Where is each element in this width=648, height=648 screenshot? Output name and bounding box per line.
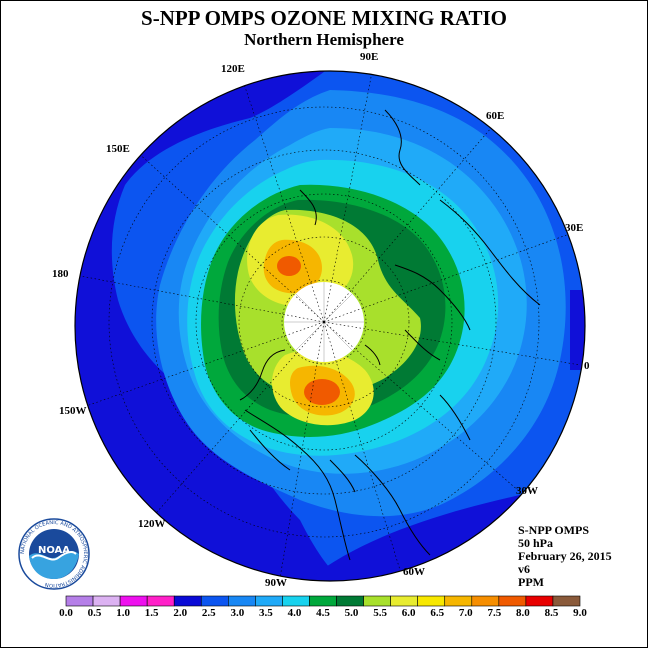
- info-units: PPM: [518, 575, 544, 589]
- legend-swatch: [525, 595, 554, 607]
- legend-label: 5.5: [373, 607, 387, 619]
- legend-label: 7.5: [487, 607, 502, 619]
- band-red-upper: [277, 256, 301, 276]
- legend-swatch: [282, 595, 310, 607]
- legend-label: 6.5: [430, 607, 445, 619]
- map-outline: [74, 70, 586, 582]
- legend-label: 2.0: [173, 607, 188, 619]
- page-title: S-NPP OMPS OZONE MIXING RATIO: [141, 6, 507, 30]
- lon-label-120w: 120W: [138, 518, 166, 530]
- lon-label-60w: 60W: [403, 566, 425, 578]
- info-instrument: S-NPP OMPS: [518, 523, 589, 537]
- legend-swatch: [119, 595, 148, 607]
- legend-label: 2.5: [201, 607, 216, 619]
- legend-label: 0.0: [59, 607, 73, 619]
- band-deep-blue-east: [570, 290, 585, 370]
- page-subtitle: Northern Hemisphere: [244, 30, 404, 49]
- lon-label-120e: 120E: [221, 63, 245, 75]
- legend-swatch: [444, 595, 473, 607]
- legend-swatch: [309, 595, 337, 607]
- legend-label: 3.5: [259, 607, 273, 619]
- lon-label-0: 0: [584, 360, 590, 372]
- lon-label-30e: 30E: [565, 222, 584, 234]
- legend-label: 5.0: [344, 607, 359, 619]
- legend-swatch: [498, 595, 527, 607]
- legend-label: 3.0: [230, 607, 245, 619]
- legend-swatch: [255, 595, 283, 607]
- legend-swatch: [336, 595, 364, 607]
- info-block: S-NPP OMPS 50 hPa February 26, 2015 v6 P…: [518, 524, 612, 589]
- legend-label: 4.5: [316, 607, 330, 619]
- legend-label: 4.0: [287, 607, 302, 619]
- latitude-grid: [108, 106, 540, 538]
- legend-swatch: [363, 595, 391, 607]
- info-version: v6: [518, 562, 530, 576]
- lon-label-90e: 90E: [360, 51, 379, 63]
- legend-label: 1.5: [144, 607, 159, 619]
- coastlines: [239, 109, 541, 561]
- noaa-text: NOAA: [38, 545, 70, 556]
- lon-label-30w: 30W: [516, 485, 538, 497]
- info-level: 50 hPa: [518, 536, 554, 550]
- legend-label: 8.0: [516, 607, 530, 619]
- legend-swatch: [228, 595, 256, 607]
- legend-label: 1.0: [116, 607, 130, 619]
- legend-swatch: [200, 595, 229, 607]
- noaa-logo: NATIONAL OCEANIC AND ATMOSPHERIC ADMINIS…: [18, 518, 90, 590]
- legend-swatch: [65, 595, 94, 607]
- lon-label-150e: 150E: [106, 143, 130, 155]
- legend-label: 0.5: [87, 607, 102, 619]
- legend-swatch: [92, 595, 121, 607]
- legend-swatch: [552, 595, 581, 607]
- legend-swatch: [471, 595, 500, 607]
- legend-label: 9.0: [573, 607, 587, 619]
- legend-swatch: [417, 595, 446, 607]
- legend-swatch: [146, 595, 175, 607]
- lon-label-90w: 90W: [265, 577, 287, 589]
- legend-swatch: [173, 595, 202, 607]
- lon-label-180: 180: [52, 268, 69, 280]
- info-date: February 26, 2015: [518, 549, 612, 563]
- legend-swatch: [390, 595, 418, 607]
- legend-label: 6.0: [401, 607, 416, 619]
- meridian-grid: [75, 71, 581, 579]
- lon-label-60e: 60E: [486, 110, 505, 122]
- lon-label-150w: 150W: [59, 405, 87, 417]
- legend-label: 8.5: [544, 607, 559, 619]
- legend-label: 7.0: [458, 607, 473, 619]
